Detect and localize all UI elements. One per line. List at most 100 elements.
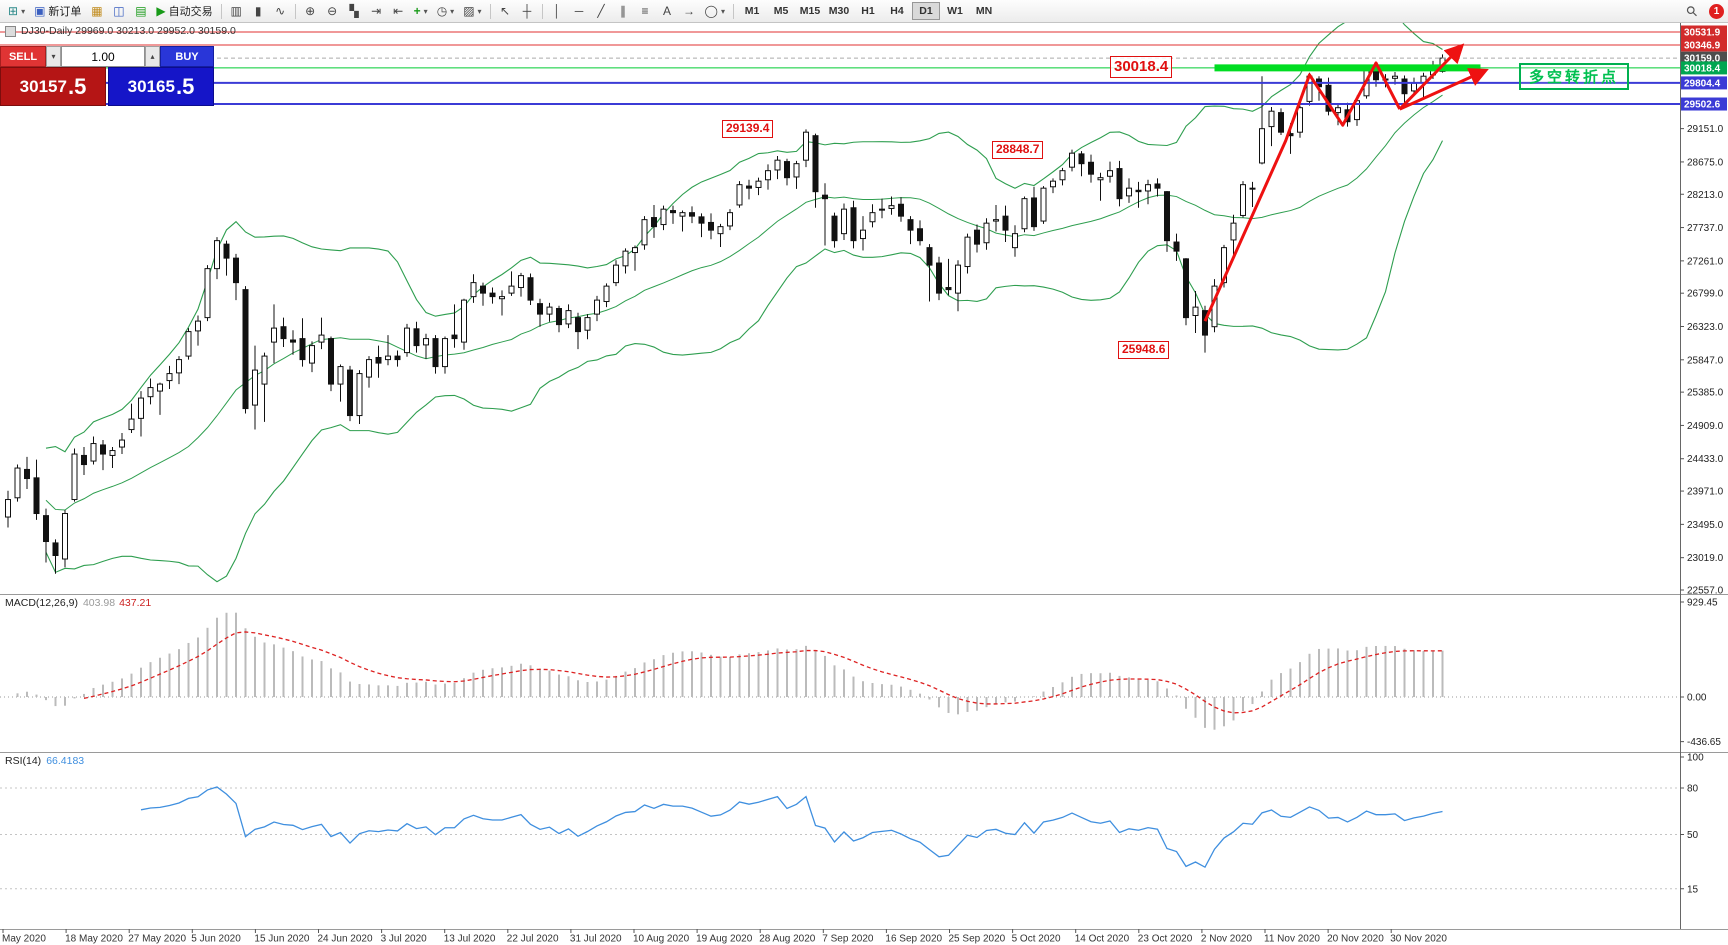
turning-point-label[interactable]: 多空转折点: [1519, 63, 1630, 90]
timeframe-m5-button[interactable]: M5: [767, 2, 795, 20]
svg-text:30018.4: 30018.4: [1684, 63, 1721, 74]
price-callout-label[interactable]: 30018.4: [1110, 56, 1173, 78]
svg-text:23971.0: 23971.0: [1687, 487, 1724, 498]
rsi-label: RSI(14) 66.4183: [5, 755, 84, 767]
svg-text:7 Sep 2020: 7 Sep 2020: [822, 934, 874, 945]
macd-value-main: 403.98: [82, 597, 116, 609]
chart-shift-icon: ⇤: [393, 4, 404, 18]
sell-button[interactable]: SELL: [0, 46, 46, 67]
svg-text:27261.0: 27261.0: [1687, 256, 1724, 267]
price-callout-label[interactable]: 25948.6: [1118, 341, 1170, 359]
timeframe-h4-button[interactable]: H4: [883, 2, 911, 20]
templates-button[interactable]: ▨ ▾: [459, 2, 485, 21]
timeframe-w1-button[interactable]: W1: [941, 2, 969, 20]
timeframe-mn-button[interactable]: MN: [970, 2, 998, 20]
chevron-down-icon: ▾: [477, 6, 482, 16]
price-axis[interactable]: 29151.0 28675.0 28213.0 27737.0 27261.0 26799…: [1680, 124, 1724, 597]
sell-price-pip: .5: [67, 73, 87, 99]
svg-text:50: 50: [1687, 830, 1699, 841]
crosshair-icon: ┼: [522, 4, 532, 18]
cursor-tool-button[interactable]: ↖: [495, 2, 516, 21]
svg-text:30 Nov 2020: 30 Nov 2020: [1390, 934, 1447, 945]
svg-text:11 Nov 2020: 11 Nov 2020: [1264, 934, 1320, 945]
macd-axis[interactable]: 929.45 0.00 -436.65: [1680, 598, 1721, 749]
svg-text:20 Nov 2020: 20 Nov 2020: [1327, 934, 1384, 945]
arrow-tool-button[interactable]: →: [679, 2, 700, 21]
clock-icon: ◷: [436, 4, 448, 18]
zoom-out-button[interactable]: ⊖: [322, 2, 343, 21]
timeframe-m1-button[interactable]: M1: [738, 2, 766, 20]
candlestick-series: [5, 54, 1446, 574]
timeframe-m30-button[interactable]: M30: [825, 2, 853, 20]
chevron-down-icon: ▾: [720, 6, 725, 16]
svg-text:25385.0: 25385.0: [1687, 388, 1724, 399]
bar-chart-icon: ▥: [230, 4, 242, 18]
buy-price[interactable]: 30165 .5: [108, 67, 214, 106]
crosshair-tool-button[interactable]: ┼: [517, 2, 538, 21]
new-chart-button[interactable]: ⊞ ▾: [4, 2, 29, 21]
auto-trading-button[interactable]: ▶ 自动交易: [152, 2, 216, 21]
market-watch-button[interactable]: ▦: [86, 2, 107, 21]
search-button[interactable]: ⚲: [1682, 1, 1703, 21]
price-callout-label[interactable]: 29139.4: [722, 120, 774, 138]
shapes-button[interactable]: ◯ ▾: [701, 2, 729, 21]
fibonacci-button[interactable]: ≡: [635, 2, 656, 21]
navigator-button[interactable]: ▤: [130, 2, 151, 21]
svg-text:23 Oct 2020: 23 Oct 2020: [1138, 934, 1193, 945]
svg-text:16 Sep 2020: 16 Sep 2020: [885, 934, 942, 945]
chart-title-text: DJ30-Daily 29969.0 30213.0 29952.0 30159…: [21, 25, 236, 37]
trend-annotation[interactable]: [1203, 43, 1489, 322]
sell-price[interactable]: 30157 .5: [0, 67, 106, 106]
timeframe-group: M1 M5 M15 M30 H1 H4 D1 W1 MN: [738, 2, 998, 20]
tile-windows-icon: ▚: [349, 4, 359, 18]
trendline-button[interactable]: ╱: [591, 2, 612, 21]
data-window-button[interactable]: ◫: [108, 2, 129, 21]
svg-text:30531.9: 30531.9: [1684, 28, 1721, 39]
channel-button[interactable]: ∥: [613, 2, 634, 21]
template-icon: ▨: [463, 4, 475, 18]
date-axis[interactable]: May 2020 18 May 2020 27 May 2020 5 Jun 2020…: [2, 929, 1447, 945]
new-order-icon: ▣: [34, 4, 46, 18]
notification-badge[interactable]: 1: [1709, 3, 1724, 19]
volume-input[interactable]: [61, 46, 145, 67]
arrow-tool-icon: →: [683, 4, 696, 18]
svg-text:23019.0: 23019.0: [1687, 553, 1724, 564]
buy-button[interactable]: BUY: [160, 46, 214, 67]
timeframe-h1-button[interactable]: H1: [854, 2, 882, 20]
volume-decrease-button[interactable]: ▾: [46, 46, 61, 67]
timeframe-d1-button[interactable]: D1: [912, 2, 940, 20]
svg-text:25847.0: 25847.0: [1687, 355, 1724, 366]
rsi-axis[interactable]: 100 80 50 15: [1680, 753, 1704, 896]
periods-button[interactable]: ◷ ▾: [433, 2, 459, 21]
zoom-in-button[interactable]: ⊕: [300, 2, 321, 21]
svg-text:-436.65: -436.65: [1687, 737, 1721, 748]
text-tool-button[interactable]: A: [657, 2, 678, 21]
vertical-line-icon: │: [553, 4, 561, 18]
vertical-line-button[interactable]: │: [547, 2, 568, 21]
play-icon: ▶: [156, 4, 166, 18]
rsi-name: RSI(14): [5, 755, 42, 767]
volume-increase-button[interactable]: ▴: [145, 46, 160, 67]
search-icon: ⚲: [1682, 1, 1702, 20]
timeframe-m15-button[interactable]: M15: [796, 2, 824, 20]
tile-windows-button[interactable]: ▚: [344, 2, 365, 21]
price-callout-label[interactable]: 28848.7: [992, 141, 1044, 159]
svg-text:22 Jul 2020: 22 Jul 2020: [507, 934, 559, 945]
rsi-line: [0, 786, 1680, 890]
chart-shift-button[interactable]: ⇤: [388, 2, 409, 21]
bar-chart-button[interactable]: ▥: [226, 2, 247, 21]
fibonacci-icon: ≡: [641, 4, 649, 18]
svg-text:24433.0: 24433.0: [1687, 454, 1724, 465]
svg-text:23495.0: 23495.0: [1687, 520, 1724, 531]
horizontal-line-button[interactable]: ─: [569, 2, 590, 21]
navigator-icon: ▤: [135, 4, 147, 18]
new-order-button[interactable]: ▣ 新订单: [30, 2, 85, 21]
market-watch-icon: ▦: [91, 4, 103, 18]
candlestick-chart-button[interactable]: ▮: [248, 2, 269, 21]
svg-text:14 Oct 2020: 14 Oct 2020: [1075, 934, 1130, 945]
horizontal-levels: [0, 31, 1680, 106]
line-chart-button[interactable]: ∿: [270, 2, 291, 21]
auto-scroll-button[interactable]: ⇥: [366, 2, 387, 21]
indicators-button[interactable]: + ▾: [410, 2, 432, 21]
